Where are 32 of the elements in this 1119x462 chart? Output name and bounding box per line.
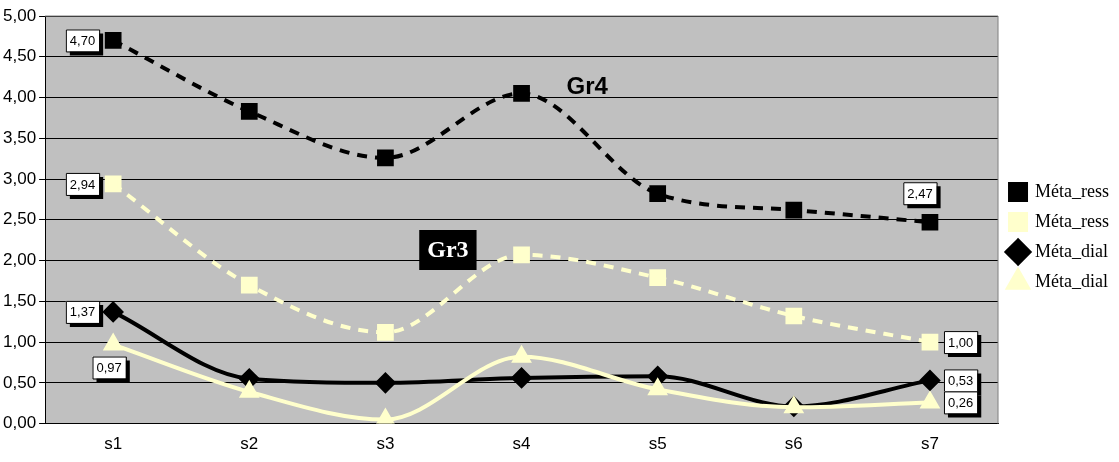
y-tick-label: 3,50 [2, 127, 37, 147]
annotation: Gr3 [427, 236, 469, 263]
data-label: 0,53 [947, 372, 974, 388]
x-tick-label: s1 [104, 434, 123, 454]
y-tick-label: 2,00 [2, 250, 37, 270]
annotation: Gr4 [566, 72, 609, 100]
data-label: 1,00 [947, 334, 974, 350]
data-label: 0,97 [96, 360, 122, 376]
y-tick-label: 4,00 [2, 87, 37, 107]
y-tick-label: 0,00 [2, 413, 37, 433]
data-label: 0,26 [947, 394, 974, 410]
legend-label: Méta_dial [1035, 270, 1109, 291]
x-tick-label: s5 [648, 434, 667, 454]
y-tick-label: 0,50 [2, 372, 37, 392]
y-tick-label: 3,00 [2, 168, 37, 188]
y-tick-label: 1,50 [2, 291, 37, 311]
legend-label: Méta_ress [1035, 180, 1110, 201]
data-label: 2,94 [69, 176, 96, 192]
y-tick-label: 5,00 [2, 5, 37, 25]
x-tick-label: s3 [376, 434, 395, 454]
x-tick-label: s2 [240, 434, 259, 454]
legend-label: Méta_dial [1035, 240, 1109, 261]
x-tick-label: s4 [512, 434, 531, 454]
y-tick-label: 1,00 [2, 331, 37, 351]
data-label: 2,47 [907, 185, 933, 201]
data-label: 1,37 [69, 304, 96, 320]
x-tick-label: s7 [920, 434, 939, 454]
data-label: 4,70 [69, 33, 96, 49]
x-tick-label: s6 [784, 434, 803, 454]
y-tick-label: 4,50 [2, 46, 37, 66]
legend-label: Méta_ress [1035, 210, 1110, 231]
y-tick-label: 2,50 [2, 209, 37, 229]
